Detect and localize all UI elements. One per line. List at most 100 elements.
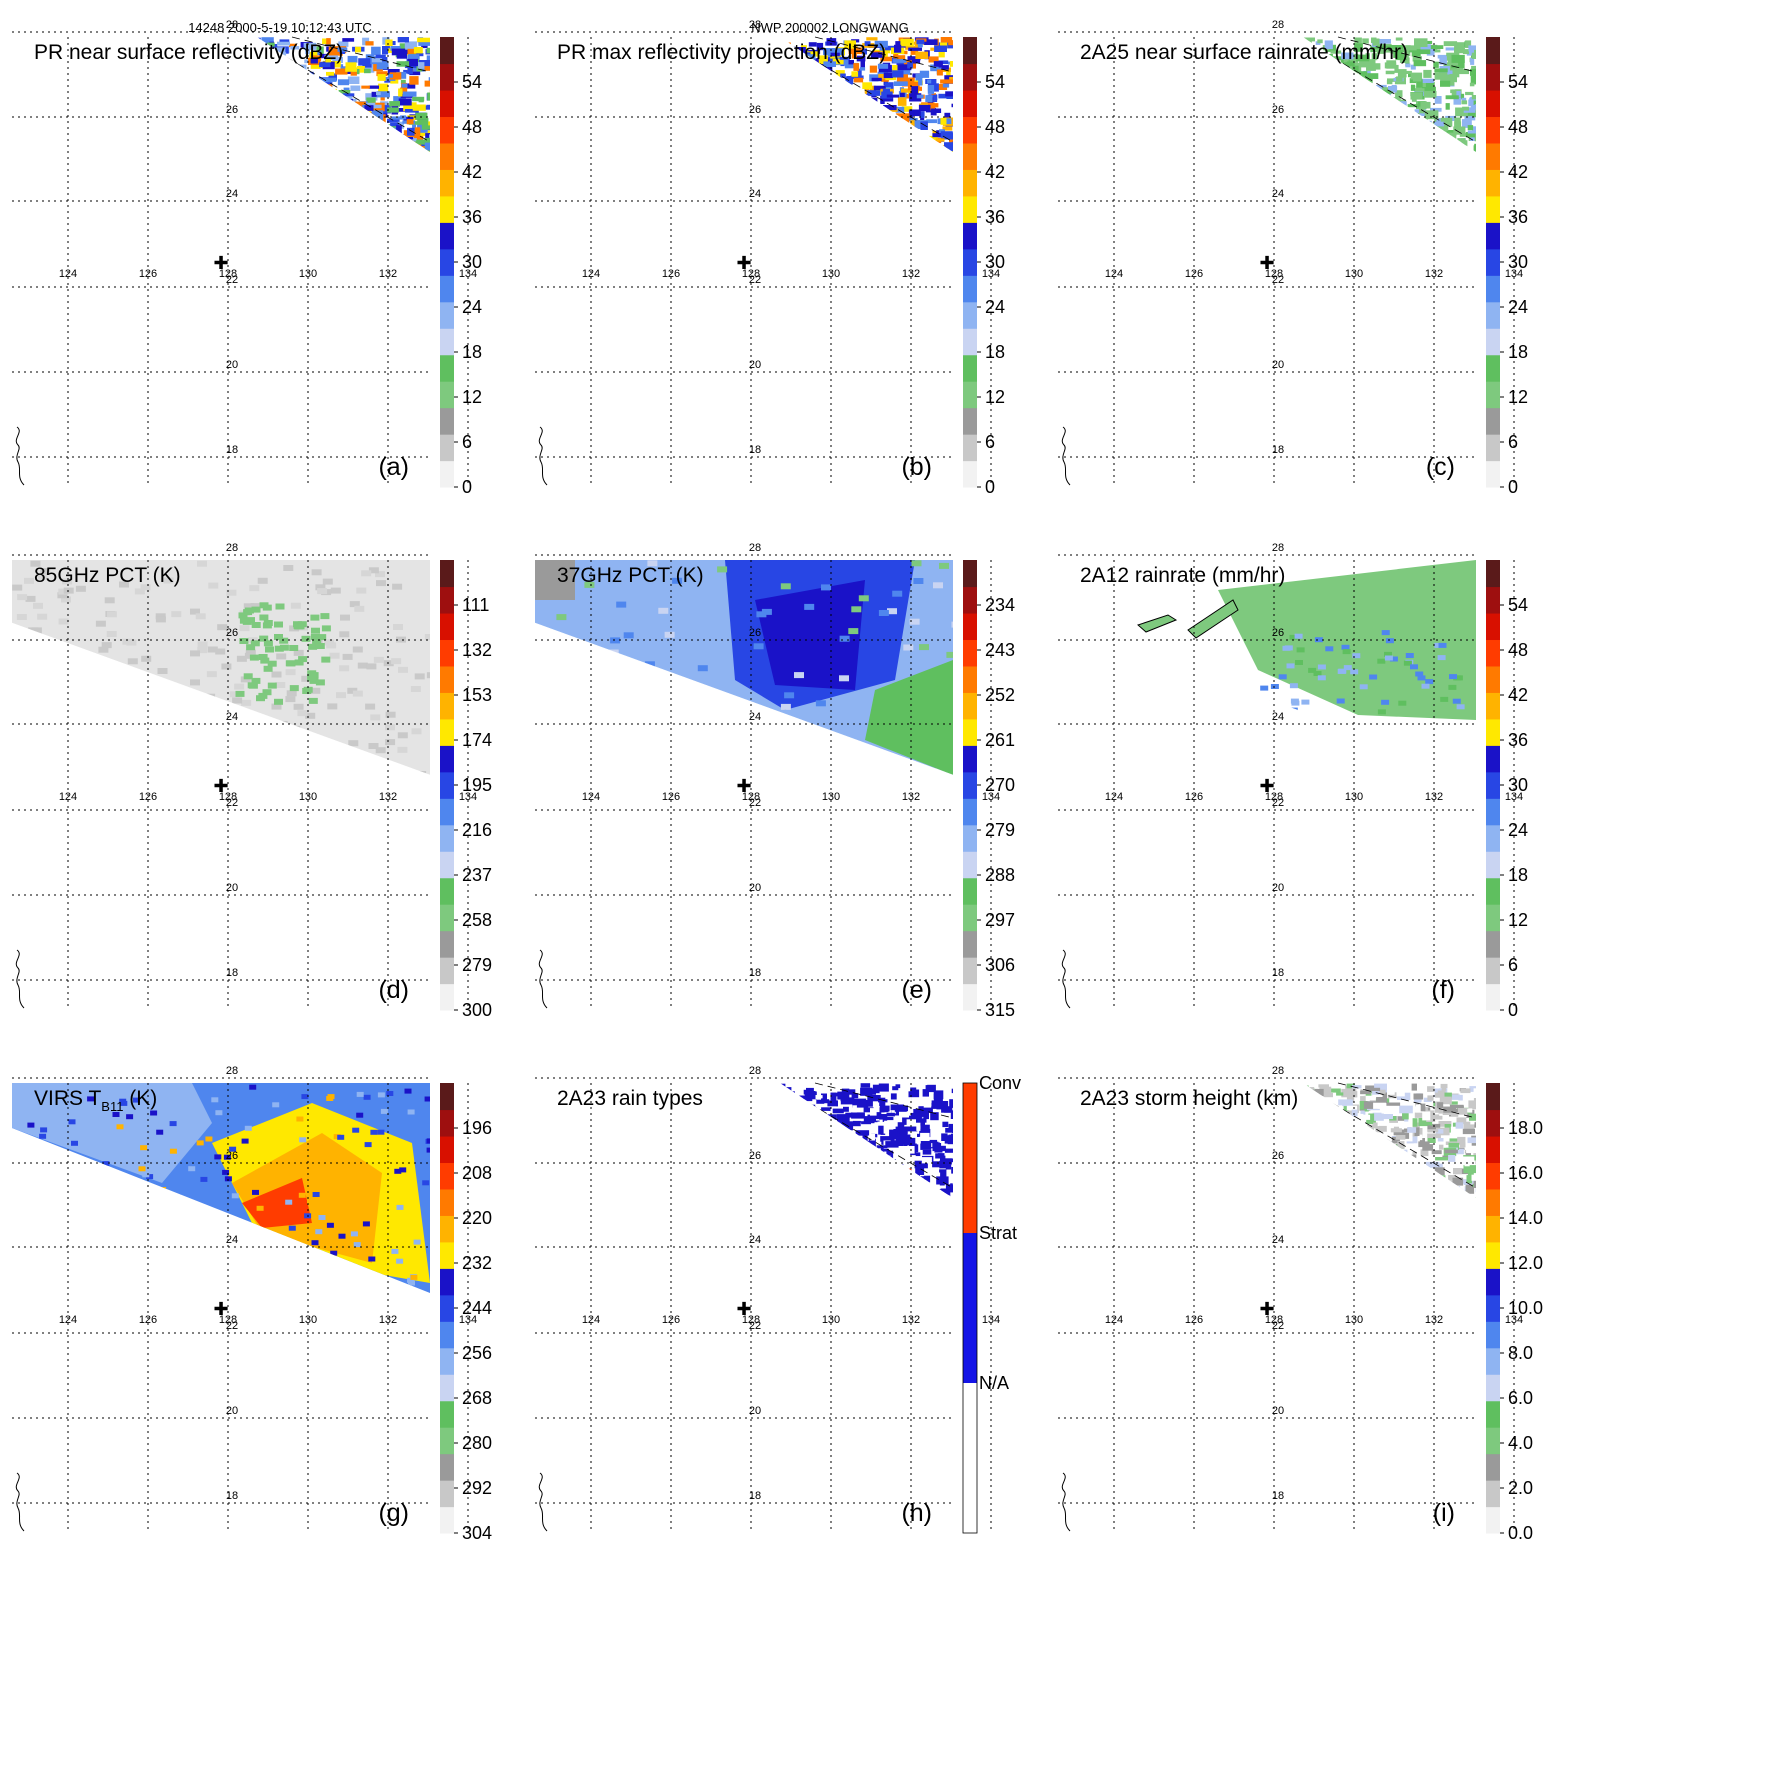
colorbar-segment [440, 169, 454, 197]
lon-tick: 124 [59, 268, 77, 280]
graticule-i [1058, 1077, 1515, 1533]
colorbar-c: 0 6 12 18 24 30 36 42 48 54 [1486, 37, 1528, 497]
colorbar-label: 30 [1508, 252, 1528, 272]
colorbar-segment [963, 63, 977, 91]
lon-tick: 130 [822, 268, 840, 280]
field-i [1303, 1082, 1477, 1198]
colorbar-label: 36 [1508, 207, 1528, 227]
lon-tick: 130 [299, 791, 317, 803]
colorbar-label: 220 [462, 1208, 492, 1228]
lat-tick: 22 [226, 274, 238, 286]
colorbar-segment [440, 328, 454, 356]
lon-tick: 126 [1185, 268, 1203, 280]
colorbar-segment [1486, 301, 1500, 329]
colorbar-label: Conv [979, 1073, 1021, 1093]
colorbar-segment [963, 560, 977, 588]
lat-tick: 20 [226, 882, 238, 894]
colorbar-label: 237 [462, 865, 492, 885]
colorbar-label: 0 [1508, 1000, 1518, 1020]
colorbar-label: 6.0 [1508, 1388, 1533, 1408]
colorbar-segment [963, 142, 977, 170]
colorbar-segment [1486, 63, 1500, 91]
colorbar-segment [963, 248, 977, 276]
lat-tick: 26 [749, 627, 761, 639]
lon-tick: 130 [822, 791, 840, 803]
colorbar-label: 42 [462, 162, 482, 182]
lon-tick: 126 [139, 1314, 157, 1326]
lon-tick: 134 [459, 268, 477, 280]
colorbar-label: 24 [462, 297, 482, 317]
lon-tick: 130 [299, 1314, 317, 1326]
field-d [11, 560, 431, 776]
coastline [538, 426, 548, 486]
colorbar-segment [440, 1480, 454, 1508]
colorbar-label: 304 [462, 1523, 492, 1543]
colorbar-segment [963, 586, 977, 614]
lon-tick: 132 [1425, 1314, 1443, 1326]
colorbar-segment [1486, 328, 1500, 356]
colorbar-segment [440, 37, 454, 65]
colorbar-segment [1486, 1215, 1500, 1243]
colorbar-label: 0.0 [1508, 1523, 1533, 1543]
lon-tick: 134 [1505, 791, 1523, 803]
colorbar-segment [1486, 745, 1500, 773]
graticule-c [1058, 31, 1515, 487]
panel-d: 124 126 128 130 132 134 28 26 24 22 20 18 ✚ 85GHz PCT… [11, 542, 492, 1020]
colorbar-label: 297 [985, 910, 1015, 930]
lon-tick: 126 [662, 1314, 680, 1326]
colorbar-segment [963, 1383, 977, 1533]
colorbar-segment [440, 195, 454, 223]
colorbar-label: 18.0 [1508, 1118, 1543, 1138]
colorbar-segment [963, 798, 977, 826]
lat-tick: 22 [226, 1320, 238, 1332]
storm-center-icon: ✚ [1259, 1299, 1274, 1320]
colorbar-label: 280 [462, 1433, 492, 1453]
lon-tick: 132 [902, 268, 920, 280]
coastline [15, 426, 25, 486]
colorbar-segment [963, 851, 977, 879]
storm-center-icon: ✚ [1259, 253, 1274, 274]
lat-tick: 26 [1272, 1150, 1284, 1162]
lon-tick: 124 [582, 791, 600, 803]
lat-tick: 28 [1272, 19, 1284, 31]
colorbar-segment [440, 116, 454, 144]
panel-label-a: (a) [378, 453, 409, 481]
colorbar-segment [440, 1135, 454, 1164]
colorbar-segment [1486, 957, 1500, 985]
colorbar-segment [440, 1162, 454, 1190]
colorbar-segment [1486, 142, 1500, 170]
colorbar-segment [440, 798, 454, 826]
panel-label-e: (e) [901, 976, 932, 1004]
colorbar-label: 12 [985, 387, 1005, 407]
field-g [12, 1083, 430, 1293]
colorbar-segment [440, 63, 454, 91]
colorbar-label: 216 [462, 820, 492, 840]
colorbar-label: 30 [462, 252, 482, 272]
lat-tick: 24 [749, 188, 761, 200]
coastline [1061, 426, 1071, 486]
panel-title-c: 2A25 near surface rainrate (mm/hr) [1080, 41, 1408, 64]
colorbar-segment [440, 407, 454, 435]
colorbar-segment [440, 612, 454, 641]
colorbar-segment [963, 639, 977, 667]
colorbar-label: 36 [462, 207, 482, 227]
colorbar-label: 6 [985, 432, 995, 452]
colorbar-segment [440, 692, 454, 720]
lon-tick: 134 [982, 268, 1000, 280]
colorbar-segment [1486, 434, 1500, 462]
panel-i: 124 126 128 130 132 134 28 26 24 22 20 18 ✚ 2A23 stor… [1058, 1065, 1543, 1543]
lat-tick: 24 [749, 1234, 761, 1246]
colorbar-segment [1486, 195, 1500, 223]
colorbar-label: 18 [985, 342, 1005, 362]
lat-tick: 28 [749, 542, 761, 554]
colorbar-segment [440, 718, 454, 746]
lon-tick: 124 [1105, 268, 1123, 280]
colorbar-segment [1486, 1109, 1500, 1137]
panel-label-i: (i) [1433, 1499, 1455, 1527]
coastline [1061, 949, 1071, 1009]
field-e [534, 560, 954, 776]
panel-title-b: PR max reflectivity projection (dBZ) [557, 41, 886, 64]
colorbar-segment [440, 434, 454, 462]
lat-tick: 26 [749, 104, 761, 116]
